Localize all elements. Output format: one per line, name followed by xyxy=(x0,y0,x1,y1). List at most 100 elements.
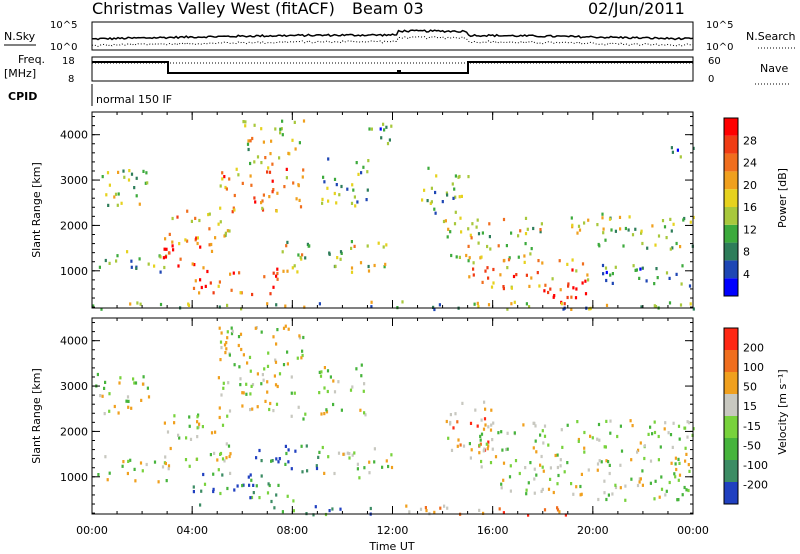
data-cell xyxy=(581,262,585,266)
data-cell xyxy=(480,255,483,259)
data-cell xyxy=(370,305,373,309)
data-cell xyxy=(468,256,471,260)
data-cell xyxy=(649,425,652,429)
data-cell xyxy=(560,302,563,306)
data-cell xyxy=(321,197,324,201)
data-cell xyxy=(212,291,215,295)
data-cell xyxy=(543,508,547,512)
data-cell xyxy=(542,469,545,473)
data-cell xyxy=(513,300,516,304)
data-cell xyxy=(491,447,494,451)
data-cell xyxy=(323,366,326,370)
data-cell xyxy=(179,257,182,261)
data-cell xyxy=(614,485,618,490)
data-cell xyxy=(559,458,562,462)
data-cell xyxy=(163,265,166,270)
data-cell xyxy=(484,269,487,273)
data-cell xyxy=(639,477,642,481)
data-cell xyxy=(424,506,427,510)
data-cell xyxy=(141,382,145,386)
data-cell xyxy=(601,263,605,268)
data-cell xyxy=(262,193,265,197)
x-tick-label: 08:00 xyxy=(276,524,308,537)
data-cell xyxy=(467,259,470,263)
data-cell xyxy=(635,268,638,272)
data-cell xyxy=(489,428,493,432)
data-cell xyxy=(198,291,201,295)
data-cell xyxy=(251,383,255,387)
colorbar-segment xyxy=(724,438,738,460)
data-cell xyxy=(433,510,436,514)
data-cell xyxy=(329,375,332,379)
nsky-panel-frame xyxy=(91,21,694,51)
data-cell xyxy=(362,165,365,169)
data-cell xyxy=(674,456,677,460)
data-cell xyxy=(333,471,336,476)
data-cell xyxy=(228,353,231,357)
data-cell xyxy=(325,410,329,414)
data-cell xyxy=(245,392,248,396)
data-cell xyxy=(386,142,390,146)
data-cell xyxy=(596,437,599,441)
data-cell xyxy=(639,267,642,271)
data-cell xyxy=(651,224,654,228)
data-cell xyxy=(664,421,667,425)
data-cell xyxy=(502,287,505,291)
nsky-label: N.Sky xyxy=(4,30,36,43)
data-cell xyxy=(478,508,481,512)
power-y-axis-label: Slant Range [km] xyxy=(30,162,43,258)
data-cell xyxy=(187,303,191,307)
data-cell xyxy=(605,419,608,423)
data-cell xyxy=(357,172,360,176)
data-cell xyxy=(203,482,207,486)
data-cell xyxy=(96,372,99,377)
data-cell xyxy=(540,222,543,226)
data-cell xyxy=(335,201,338,205)
data-cell xyxy=(260,382,263,386)
data-cell xyxy=(116,254,119,258)
data-cell xyxy=(240,307,243,311)
data-cell xyxy=(298,336,302,340)
data-cell xyxy=(567,284,570,288)
data-cell xyxy=(272,271,275,275)
data-cell xyxy=(556,506,559,510)
colorbar-tick-label: -15 xyxy=(743,420,761,433)
data-cell xyxy=(167,467,170,471)
data-cell xyxy=(226,336,229,340)
data-cell xyxy=(219,184,222,188)
data-cell xyxy=(292,499,295,503)
data-cell xyxy=(250,384,253,388)
data-cell xyxy=(302,417,305,421)
data-cell xyxy=(490,423,493,427)
data-cell xyxy=(263,275,266,279)
data-cell xyxy=(523,260,526,264)
data-cell xyxy=(210,431,214,435)
data-cell xyxy=(281,250,284,254)
data-cell xyxy=(221,457,225,461)
data-cell xyxy=(196,435,199,439)
data-cell xyxy=(157,480,160,484)
data-cell xyxy=(454,174,457,178)
data-cell xyxy=(456,420,459,424)
data-cell xyxy=(488,222,491,226)
data-cell xyxy=(210,249,214,253)
freq-unit-label: [MHz] xyxy=(4,67,36,80)
data-cell xyxy=(433,207,436,211)
data-cell xyxy=(618,215,622,219)
data-cell xyxy=(536,271,539,275)
data-cell xyxy=(355,161,358,165)
data-cell xyxy=(114,192,118,196)
data-cell xyxy=(575,287,578,291)
data-cell xyxy=(147,262,150,266)
data-cell xyxy=(200,489,203,493)
data-cell xyxy=(117,192,120,196)
data-cell xyxy=(198,422,201,426)
data-cell xyxy=(562,307,565,311)
data-cell xyxy=(529,461,532,465)
data-cell xyxy=(278,156,281,160)
data-cell xyxy=(130,265,133,269)
data-cell xyxy=(679,155,682,159)
data-cell xyxy=(353,195,356,199)
data-cell xyxy=(301,349,304,353)
data-cell xyxy=(446,506,449,510)
